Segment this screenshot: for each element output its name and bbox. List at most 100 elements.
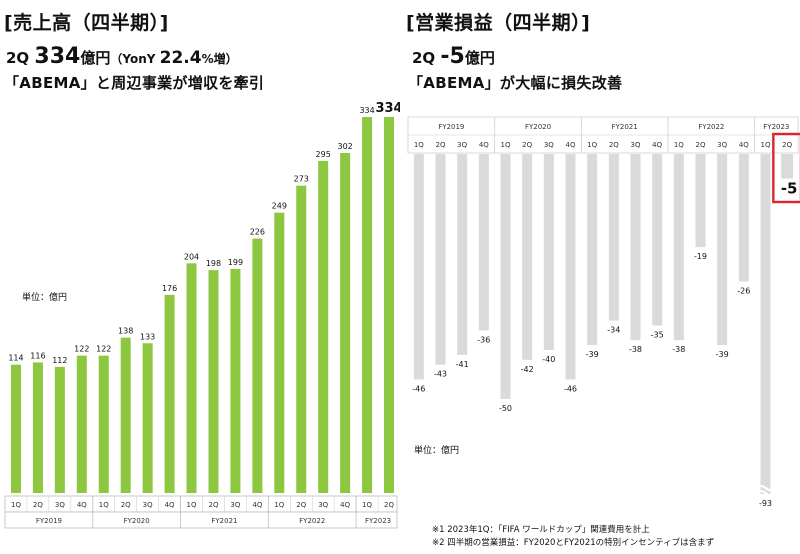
revenue-tick-label: 2Q xyxy=(33,501,43,509)
revenue-group-label: FY2020 xyxy=(124,517,150,525)
loss-headline-unit: 億円 xyxy=(464,49,495,67)
loss-bar xyxy=(738,154,749,282)
revenue-bar xyxy=(318,160,329,494)
revenue-bar xyxy=(340,153,351,493)
loss-data-label: -43 xyxy=(434,370,447,379)
loss-group-label: FY2023 xyxy=(763,123,789,131)
loss-data-label: -93 xyxy=(759,499,772,508)
revenue-bar xyxy=(208,270,219,493)
loss-data-label: -36 xyxy=(477,335,490,344)
loss-group-label: FY2019 xyxy=(438,123,464,131)
loss-data-label: -39 xyxy=(586,350,599,359)
loss-tick-label: 2Q xyxy=(782,141,792,149)
loss-group-label: FY2022 xyxy=(698,123,724,131)
loss-bar xyxy=(435,154,446,365)
loss-bar xyxy=(522,154,533,360)
loss-section-title: [営業損益（四半期）] xyxy=(406,12,591,34)
revenue-bar xyxy=(164,294,175,493)
loss-tick-label: 2Q xyxy=(522,141,532,149)
loss-headline: 2Q -5億円 xyxy=(412,44,495,69)
loss-data-label: -26 xyxy=(737,286,750,295)
revenue-headline-value: 334 xyxy=(34,44,81,69)
revenue-data-label: 199 xyxy=(228,258,243,267)
loss-highlight-box xyxy=(772,132,800,204)
revenue-group-label: FY2023 xyxy=(365,517,391,525)
loss-axis-break-mark xyxy=(755,489,776,497)
revenue-data-label: 334 xyxy=(375,101,400,116)
revenue-data-label: 204 xyxy=(184,252,199,261)
loss-data-label: -5 xyxy=(781,180,798,198)
revenue-data-label: 273 xyxy=(294,175,309,184)
footnote-1: ※1 2023年1Q：「FIFA ワールドカップ」関連費用を計上 xyxy=(432,525,650,535)
revenue-tick-label: 4Q xyxy=(165,501,175,509)
revenue-bar xyxy=(76,355,87,493)
revenue-subhead: 「ABEMA」と周辺事業が増収を牽引 xyxy=(4,74,265,92)
revenue-headline-unit: 億円 xyxy=(80,49,111,67)
loss-tick-label: 1Q xyxy=(414,141,424,149)
revenue-unit-label: 単位：億円 xyxy=(22,293,68,303)
loss-data-label: -39 xyxy=(716,350,729,359)
revenue-data-label: 122 xyxy=(96,345,111,354)
loss-axis-break-mark xyxy=(755,484,776,492)
revenue-bar xyxy=(252,238,263,493)
loss-bar xyxy=(760,154,771,494)
loss-tick-label: 3Q xyxy=(631,141,641,149)
revenue-tick-label: 3Q xyxy=(143,501,153,509)
loss-bar xyxy=(695,154,706,248)
loss-bar xyxy=(413,154,424,380)
revenue-tick-label: 2Q xyxy=(121,501,131,509)
revenue-data-label: 334 xyxy=(359,106,374,115)
loss-data-label: -41 xyxy=(456,360,469,369)
revenue-data-label: 198 xyxy=(206,259,221,268)
revenue-headline: 2Q 334億円（YonY 22.4%増） xyxy=(6,44,238,69)
revenue-tick-label: 1Q xyxy=(274,501,284,509)
revenue-yoy-suffix: %増） xyxy=(201,52,238,66)
revenue-tick-label: 4Q xyxy=(252,501,262,509)
loss-tick-label: 3Q xyxy=(717,141,727,149)
loss-bar xyxy=(565,154,576,380)
revenue-data-label: 114 xyxy=(8,354,23,363)
revenue-yoy-label: （YonY xyxy=(110,52,160,66)
revenue-tick-label: 3Q xyxy=(318,501,328,509)
loss-data-label: -46 xyxy=(564,384,577,393)
loss-tick-label: 4Q xyxy=(566,141,576,149)
revenue-data-label: 302 xyxy=(337,142,352,151)
revenue-data-label: 122 xyxy=(74,345,89,354)
revenue-bar xyxy=(384,117,395,493)
loss-data-label: -38 xyxy=(672,345,685,354)
loss-tick-label: 3Q xyxy=(544,141,554,149)
loss-bar xyxy=(673,154,684,341)
revenue-data-label: 138 xyxy=(118,327,133,336)
loss-tick-label: 4Q xyxy=(739,141,749,149)
loss-bar xyxy=(717,154,728,346)
revenue-data-label: 116 xyxy=(30,351,45,360)
loss-bar xyxy=(630,154,641,341)
loss-data-label: -35 xyxy=(651,331,664,340)
loss-bar xyxy=(608,154,619,321)
revenue-tick-label: 2Q xyxy=(296,501,306,509)
loss-data-label: -34 xyxy=(607,326,620,335)
loss-data-label: -19 xyxy=(694,252,707,261)
loss-bar xyxy=(457,154,468,355)
loss-headline-prefix: 2Q xyxy=(412,49,441,67)
loss-bar xyxy=(781,154,794,179)
revenue-tick-label: 4Q xyxy=(340,501,350,509)
revenue-data-label: 133 xyxy=(140,332,155,341)
revenue-bar xyxy=(186,263,197,493)
revenue-fiscal-axis xyxy=(4,511,398,529)
revenue-bar xyxy=(296,185,307,493)
revenue-data-label: 112 xyxy=(52,356,67,365)
footnote-2: ※2 四半期の営業損益：FY2020とFY2021の特別インセンティブは含まず xyxy=(432,538,715,548)
revenue-bar xyxy=(10,364,21,493)
revenue-bar xyxy=(362,117,373,493)
loss-group-label: FY2021 xyxy=(612,123,638,131)
loss-unit-label: 単位：億円 xyxy=(414,446,460,456)
loss-tick-label: 3Q xyxy=(457,141,467,149)
revenue-tick-label: 1Q xyxy=(362,501,372,509)
revenue-bar xyxy=(98,355,109,493)
loss-bar xyxy=(543,154,554,350)
loss-data-label: -40 xyxy=(542,355,555,364)
revenue-data-label: 176 xyxy=(162,284,177,293)
loss-tick-label: 1Q xyxy=(501,141,511,149)
loss-bar xyxy=(478,154,489,331)
